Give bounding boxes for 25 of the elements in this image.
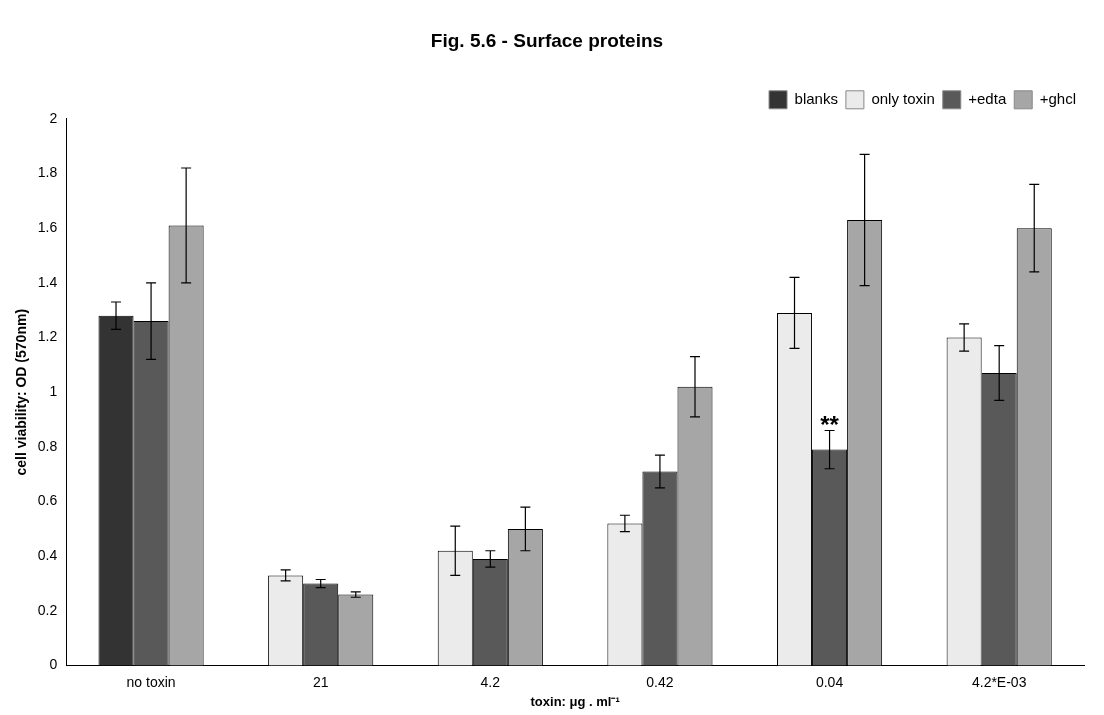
y-tick-label: 1.8 bbox=[37, 164, 58, 181]
y-axis-title: cell viability: OD (570nm) bbox=[13, 308, 30, 476]
legend-label: +edta bbox=[968, 89, 1007, 107]
legend-label: only toxin bbox=[871, 89, 935, 107]
y-tick-label: 1 bbox=[49, 383, 58, 400]
legend-label: blanks bbox=[794, 89, 838, 107]
x-axis-title: toxin: μg . ml⁻¹ bbox=[530, 693, 620, 709]
x-tick-label: 4.2 bbox=[480, 673, 501, 690]
y-tick-label: 1.2 bbox=[37, 328, 58, 345]
legend-label: +ghcl bbox=[1039, 89, 1076, 107]
y-tick-label: 2 bbox=[49, 109, 58, 126]
y-tick-label: 0 bbox=[49, 656, 58, 673]
y-tick-label: 1.4 bbox=[37, 273, 58, 290]
y-tick-label: 1.6 bbox=[37, 219, 58, 236]
y-tick-label: 0.2 bbox=[37, 601, 58, 618]
chart-title: Fig. 5.6 - Surface proteins bbox=[430, 29, 664, 51]
y-tick-label: 0.8 bbox=[37, 437, 58, 454]
annotation: ** bbox=[820, 411, 840, 439]
x-tick-label: 4.2*E-03 bbox=[971, 673, 1027, 690]
x-tick-label: 21 bbox=[312, 673, 329, 690]
y-tick-label: 0.6 bbox=[37, 492, 58, 509]
x-tick-label: 0.04 bbox=[815, 673, 844, 690]
x-tick-label: no toxin bbox=[126, 673, 176, 690]
x-tick-label: 0.42 bbox=[646, 673, 674, 690]
y-tick-label: 0.4 bbox=[37, 547, 58, 564]
